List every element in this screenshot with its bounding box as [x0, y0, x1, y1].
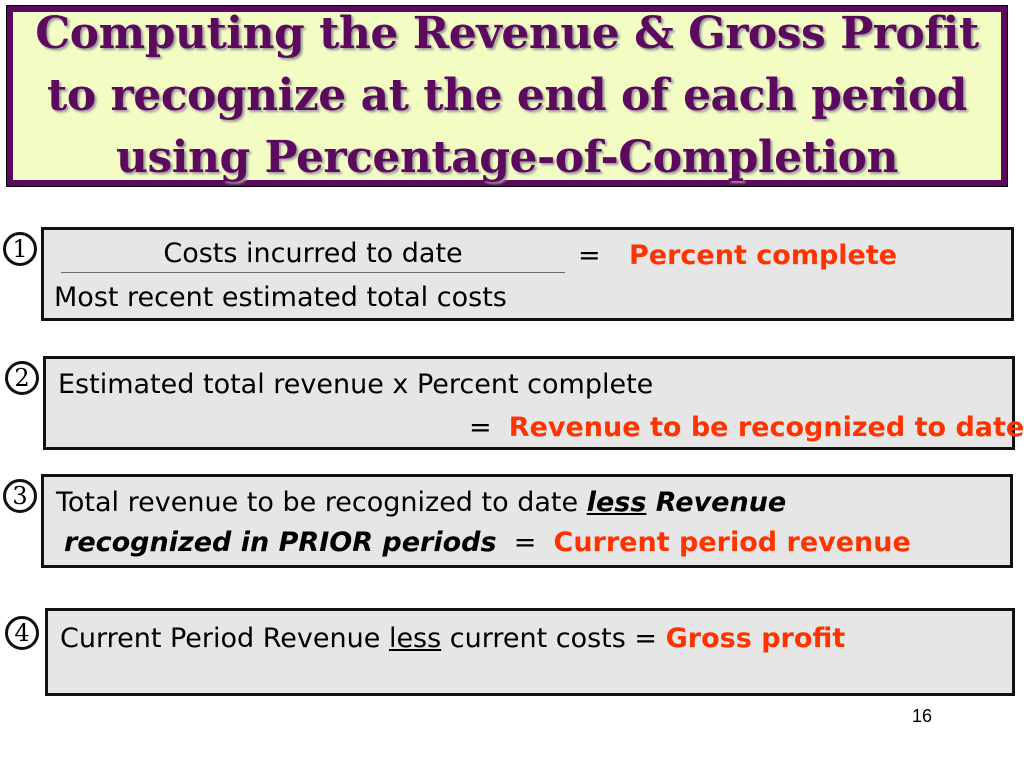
step-3-number-badge: 3: [3, 479, 37, 513]
title-line-3: using Percentage-of-Completion: [115, 132, 899, 183]
step-3-emph-2: recognized in PRIOR periods: [64, 527, 497, 558]
step-2-number-badge: 2: [5, 361, 39, 395]
step-3-equals: =: [513, 527, 537, 558]
title-line-2: to recognize at the end of each period: [47, 70, 967, 121]
step-1-numerator: Costs incurred to date: [61, 236, 565, 273]
step-1-equals: =: [578, 240, 601, 271]
step-4-line-1: Current Period Revenue less current cost…: [60, 619, 845, 659]
step-3-line-2: recognized in PRIOR periods = Current pe…: [64, 523, 911, 563]
step-1-box: Costs incurred to date Most recent estim…: [41, 227, 1014, 321]
page-number: 16: [912, 706, 933, 726]
step-1-number-badge: 1: [3, 232, 37, 266]
step-3-box: Total revenue to be recognized to date l…: [41, 474, 1013, 568]
slide-title: Computing the Revenue & Gross Profit to …: [35, 3, 979, 189]
step-1-result: Percent complete: [629, 240, 898, 271]
step-2-equals: =: [469, 412, 492, 443]
step-3-line-1: Total revenue to be recognized to date l…: [56, 483, 786, 523]
step-4-text-after: current costs =: [441, 623, 666, 654]
title-line-1: Computing the Revenue & Gross Profit: [35, 8, 979, 59]
step-4-box: Current Period Revenue less current cost…: [45, 608, 1015, 696]
step-3-text: Total revenue to be recognized to date: [56, 487, 587, 518]
step-2-result: Revenue to be recognized to date: [508, 412, 1024, 443]
step-4-less: less: [388, 623, 442, 654]
step-1-denominator: Most recent estimated total costs: [54, 282, 507, 313]
step-4-result: Gross profit: [665, 623, 846, 654]
step-3-less: less: [586, 487, 647, 518]
title-banner: Computing the Revenue & Gross Profit to …: [6, 3, 1008, 189]
step-4-text: Current Period Revenue: [60, 623, 389, 654]
step-2-result-line: = Revenue to be recognized to date: [469, 408, 1024, 448]
step-2-box: Estimated total revenue x Percent comple…: [43, 356, 1024, 450]
step-3-result: Current period revenue: [553, 527, 911, 558]
step-4-number-badge: 4: [5, 616, 39, 650]
step-2-expression: Estimated total revenue x Percent comple…: [58, 369, 654, 400]
step-3-emph-1: Revenue: [646, 487, 787, 518]
